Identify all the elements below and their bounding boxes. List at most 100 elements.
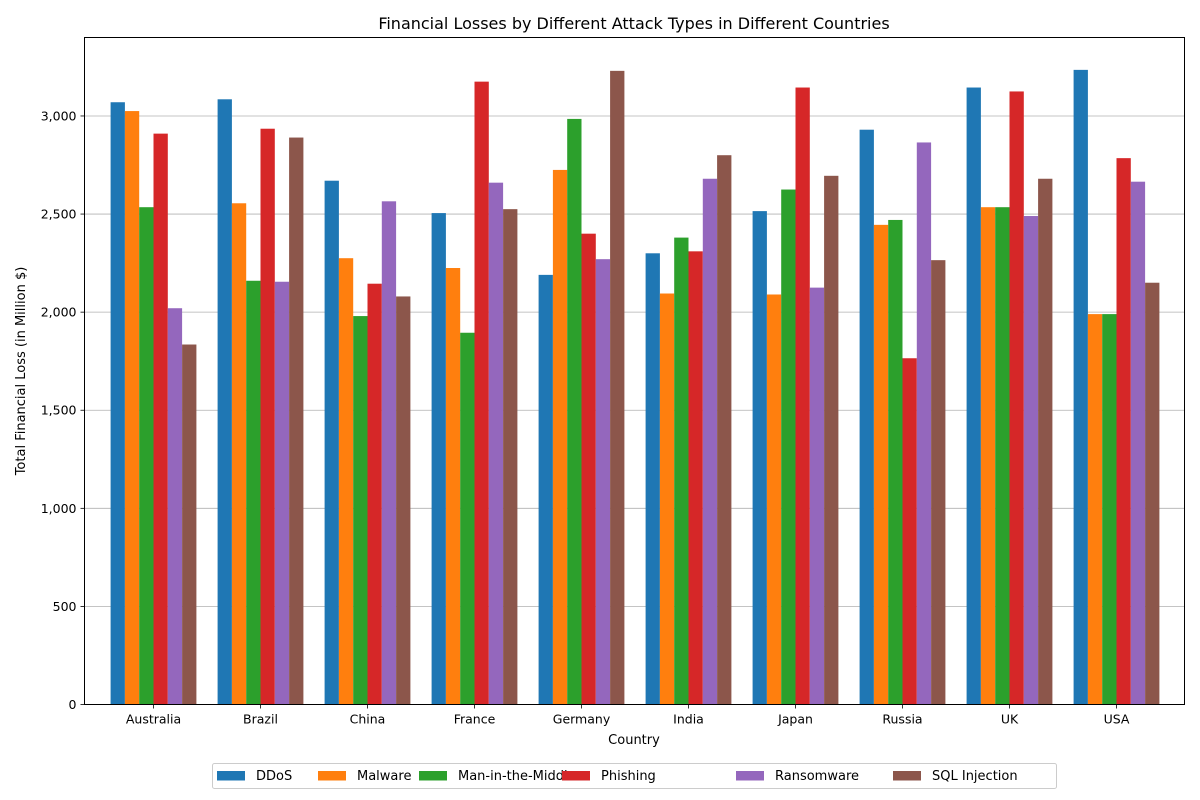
bar-ddos-brazil	[217, 99, 232, 705]
legend-swatch-phishing	[562, 771, 590, 781]
y-tick-label: 1,500	[41, 403, 77, 418]
bar-sql-injection-usa	[1145, 282, 1160, 705]
bar-man-in-the-middle-india	[674, 237, 689, 705]
y-tick-label: 0	[69, 697, 77, 712]
bar-ransomware-france	[488, 182, 504, 705]
bar-man-in-the-middle-usa	[1102, 314, 1117, 705]
bar-malware-australia	[124, 111, 140, 705]
bar-ransomware-usa	[1130, 181, 1146, 705]
legend-swatch-sql-injection	[893, 771, 921, 781]
legend-swatch-man-in-the-middle	[419, 771, 447, 781]
y-tick-label: 3,000	[41, 108, 77, 123]
bar-phishing-brazil	[260, 128, 275, 705]
legend-label-phishing: Phishing	[601, 769, 656, 784]
bar-sql-injection-germany	[610, 70, 625, 705]
bar-man-in-the-middle-australia	[139, 207, 154, 705]
x-axis-ticks: Australia Brazil China France Germany India Ja…	[126, 704, 1130, 727]
bar-sql-injection-japan	[824, 175, 839, 705]
legend-label-man-in-the-middle: Man-in-the-Middle	[458, 769, 576, 784]
y-axis-ticks: 0 500 1,000 1,500 2,000 2,500 3,000	[41, 108, 85, 712]
y-axis-label: Total Financial Loss (in Million $)	[14, 267, 29, 477]
bar-malware-india	[659, 293, 675, 705]
x-tick-label: Russia	[882, 712, 922, 727]
bar-ddos-russia	[859, 129, 874, 705]
bar-sql-injection-australia	[182, 344, 197, 705]
bar-ransomware-india	[702, 178, 718, 705]
bar-ransomware-australia	[167, 308, 183, 705]
legend-swatch-ddos	[217, 771, 245, 781]
bar-sql-injection-france	[503, 209, 518, 705]
x-tick-label: Australia	[126, 712, 181, 727]
bar-phishing-germany	[581, 233, 596, 705]
x-tick-label: Germany	[553, 712, 611, 727]
bar-sql-injection-brazil	[289, 137, 304, 705]
legend-swatch-ransomware	[736, 771, 764, 781]
legend: DDoS Malware Man-in-the-Middle Phishing Rans…	[212, 763, 1057, 789]
bar-ddos-australia	[110, 102, 125, 705]
x-tick-label: China	[350, 712, 386, 727]
bar-phishing-france	[474, 81, 489, 705]
bar-malware-russia	[873, 224, 889, 705]
bar-man-in-the-middle-germany	[567, 118, 582, 705]
bar-sql-injection-uk	[1038, 178, 1053, 705]
plot-frame	[84, 37, 1185, 705]
legend-swatch-malware	[318, 771, 346, 781]
x-axis-label: Country	[608, 733, 660, 748]
bar-phishing-usa	[1116, 158, 1131, 705]
bar-ransomware-uk	[1023, 216, 1039, 705]
bar-malware-japan	[766, 294, 782, 705]
bar-man-in-the-middle-russia	[888, 219, 903, 705]
legend-label-ddos: DDoS	[256, 769, 292, 784]
x-tick-label: India	[673, 712, 704, 727]
bar-ddos-usa	[1073, 69, 1088, 705]
legend-label-malware: Malware	[357, 769, 411, 784]
y-tick-label: 500	[53, 599, 77, 614]
x-tick-label: UK	[1001, 712, 1019, 727]
bar-ransomware-russia	[916, 142, 932, 705]
bar-ransomware-japan	[809, 287, 825, 705]
x-tick-label: Japan	[777, 712, 813, 727]
legend-label-sql-injection: SQL Injection	[932, 769, 1018, 784]
bar-ransomware-china	[381, 201, 397, 705]
y-tick-label: 2,500	[41, 207, 77, 222]
bar-phishing-japan	[795, 87, 810, 705]
bar-malware-france	[445, 268, 461, 705]
chart-title: Financial Losses by Different Attack Typ…	[378, 14, 889, 33]
bar-man-in-the-middle-brazil	[246, 280, 261, 705]
bar-sql-injection-india	[717, 155, 732, 705]
bar-ddos-france	[431, 213, 446, 705]
bar-malware-usa	[1087, 314, 1103, 705]
bar-phishing-india	[688, 251, 703, 705]
legend-label-ransomware: Ransomware	[775, 769, 859, 784]
bar-ddos-japan	[752, 211, 767, 705]
bar-ddos-india	[645, 253, 660, 705]
bar-malware-brazil	[231, 203, 247, 705]
x-tick-label: USA	[1104, 712, 1130, 727]
bar-ransomware-germany	[595, 259, 611, 705]
x-tick-label: France	[454, 712, 496, 727]
bar-man-in-the-middle-uk	[995, 207, 1010, 705]
bar-ransomware-brazil	[274, 281, 290, 705]
bar-ddos-china	[324, 180, 339, 705]
bar-phishing-uk	[1009, 91, 1024, 705]
bar-man-in-the-middle-france	[460, 332, 475, 705]
bar-phishing-china	[367, 283, 382, 705]
bar-phishing-russia	[902, 358, 917, 705]
bar-sql-injection-russia	[931, 260, 946, 705]
y-tick-label: 2,000	[41, 305, 77, 320]
legend-frame	[212, 763, 1057, 789]
bar-malware-uk	[980, 207, 996, 705]
bar-ddos-uk	[966, 87, 981, 705]
bar-ddos-germany	[538, 274, 553, 705]
bar-malware-china	[338, 258, 354, 705]
bars	[110, 69, 1160, 705]
legend-items: DDoS Malware Man-in-the-Middle Phishing Rans…	[217, 769, 1018, 784]
y-tick-label: 1,000	[41, 501, 77, 516]
bar-malware-germany	[552, 169, 568, 705]
bar-man-in-the-middle-japan	[781, 189, 796, 705]
bar-phishing-australia	[153, 133, 168, 705]
bar-sql-injection-china	[396, 296, 411, 705]
bar-man-in-the-middle-china	[353, 316, 368, 705]
